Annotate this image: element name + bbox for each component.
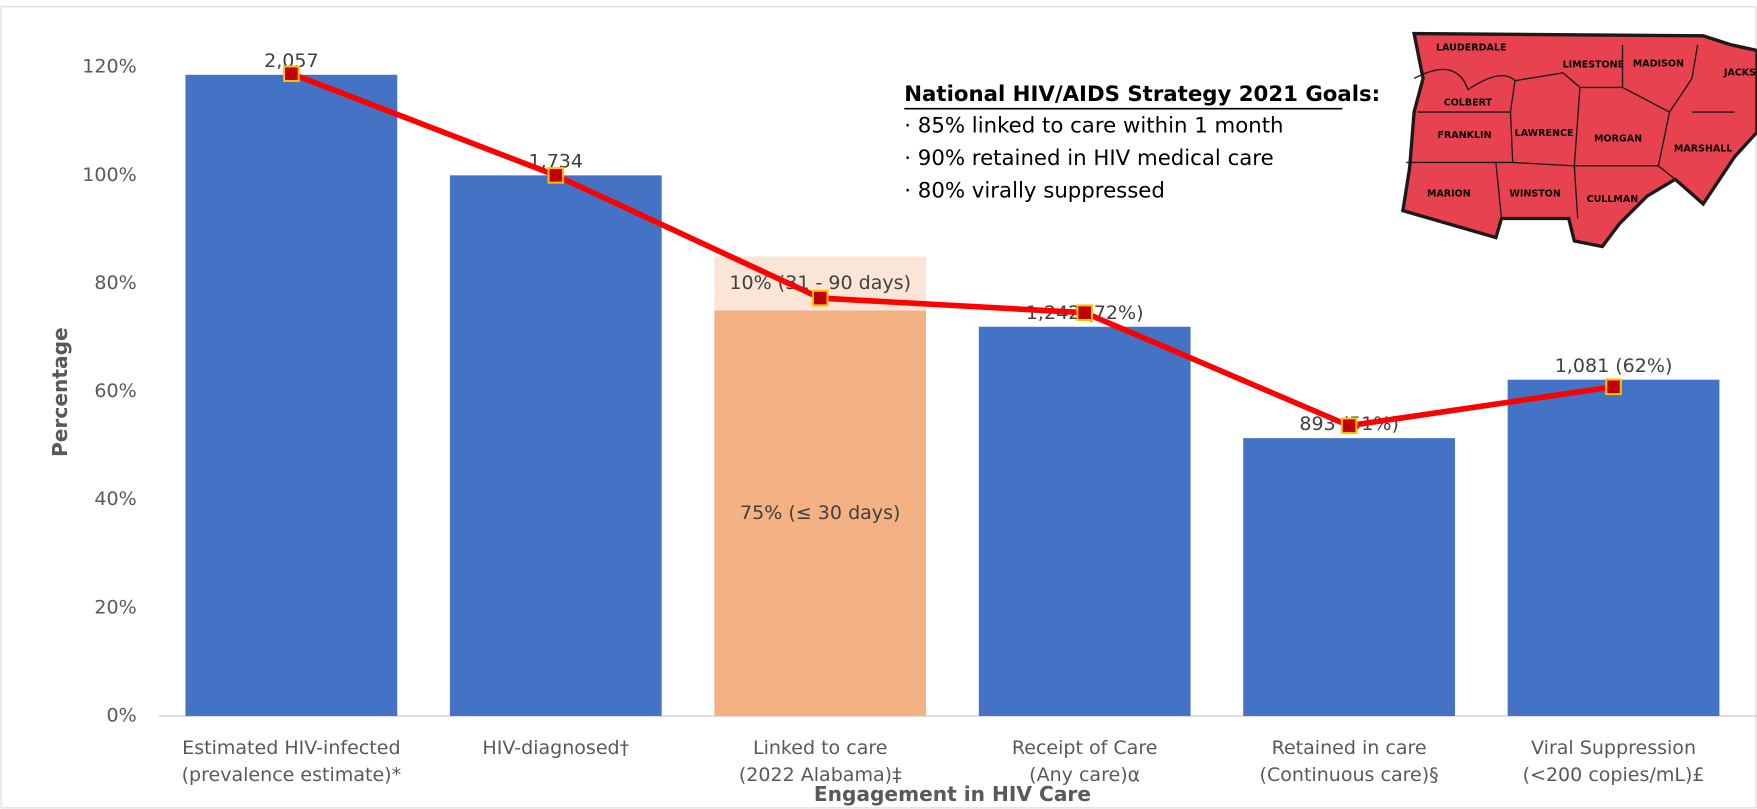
bar [714, 310, 927, 716]
goal-item: · 85% linked to care within 1 month [904, 114, 1283, 139]
data-label: 75% (≤ 30 days) [740, 502, 900, 524]
line-layer [283, 65, 1622, 434]
county-label: FRANKLIN [1437, 130, 1491, 141]
y-axis-label: Percentage [48, 327, 72, 457]
x-tick-label: (Continuous care)§ [1260, 764, 1439, 786]
x-axis-label: Engagement in HIV Care [814, 782, 1091, 806]
y-tick-label: 100% [82, 164, 136, 186]
x-tick-label: Receipt of Care [1012, 737, 1158, 759]
x-tick-label: (prevalence estimate)* [182, 764, 402, 786]
marker [283, 65, 300, 83]
x-tick-label: Estimated HIV-infected [182, 737, 400, 759]
county-label: MORGAN [1594, 133, 1642, 144]
x-tick-label: (<200 copies/mL)£ [1523, 764, 1705, 786]
marker [1605, 378, 1622, 396]
county-borders [1406, 44, 1735, 219]
x-tick-label: (2022 Alabama)‡ [739, 764, 902, 786]
data-label: 1,081 (62%) [1555, 355, 1673, 377]
y-tick-label: 40% [94, 488, 136, 510]
y-tick-label: 80% [94, 272, 136, 294]
x-tick-label: (Any care)α [1029, 764, 1140, 786]
bar [1507, 379, 1720, 716]
county-label: MARSHALL [1674, 144, 1732, 155]
x-tick-label: HIV-diagnosed† [482, 737, 629, 759]
county-label: LAUDERDALE [1436, 43, 1506, 54]
marker [811, 289, 829, 307]
marker [547, 167, 565, 184]
county-label: JACKSON [1723, 67, 1757, 78]
bar [1243, 438, 1455, 716]
line [290, 71, 1614, 429]
county-label: CULLMAN [1587, 194, 1639, 205]
county-label: MADISON [1633, 58, 1684, 69]
county-label: MARION [1427, 188, 1471, 199]
county-label: LAWRENCE [1515, 128, 1574, 139]
y-tick-label: 0% [107, 704, 137, 726]
county-label: WINSTON [1509, 188, 1560, 199]
x-tick-label: Linked to care [753, 737, 888, 759]
marker [1340, 417, 1358, 434]
bar [185, 74, 398, 716]
y-tick-label: 120% [82, 56, 136, 78]
goal-item: · 80% virally suppressed [904, 179, 1165, 204]
county-label: COLBERT [1444, 98, 1493, 109]
bar [449, 175, 662, 716]
marker [1076, 304, 1093, 321]
bar [978, 326, 1191, 716]
x-tick-label: Retained in care [1272, 737, 1427, 759]
x-tick-label: Viral Suppression [1531, 737, 1696, 759]
goal-item: · 90% retained in HIV medical care [904, 146, 1273, 171]
plot: 0% 20% 40% 60% 80% 100% 120% Estimated HIV-infe… [48, 50, 1757, 806]
map: LAUDERDALE LIMESTONE MADISON JACKSON COLBERT… [1401, 31, 1757, 249]
data-label: 2,057 [264, 50, 318, 72]
data-label: 1,734 [529, 150, 583, 172]
y-tick-label: 20% [94, 596, 136, 618]
chart-border [0, 6, 1757, 809]
y-tick-label: 60% [94, 380, 136, 402]
county-label: LIMESTONE [1563, 59, 1624, 70]
goals-title: National HIV/AIDS Strategy 2021 Goals: [904, 82, 1380, 107]
